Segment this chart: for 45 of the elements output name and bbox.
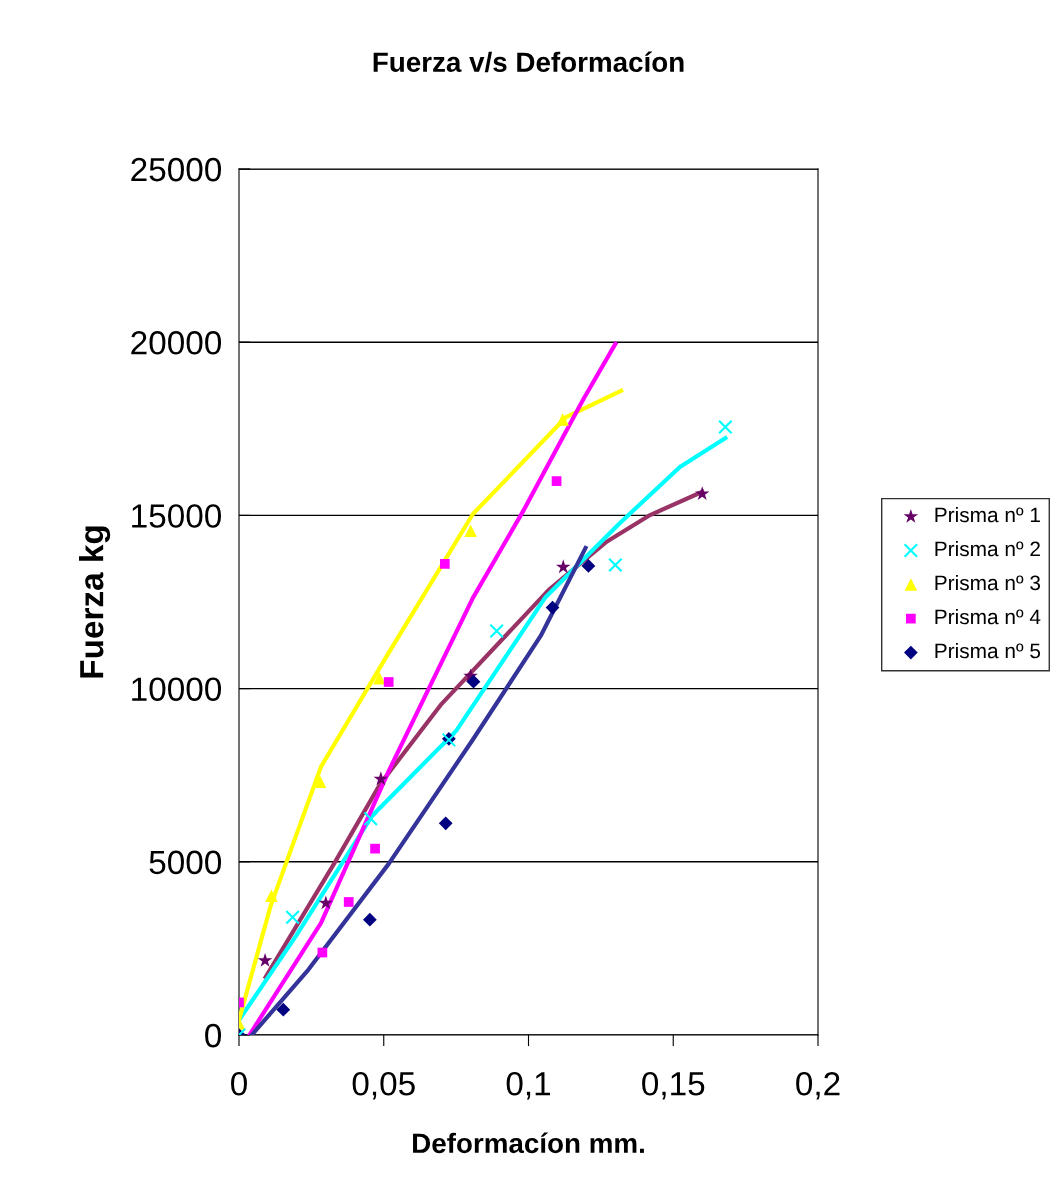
point [313,775,327,789]
point [343,897,354,907]
y-tick-label: 15000 [132,504,222,528]
point [318,895,334,910]
point [556,413,569,426]
y-tick-label: 25000 [131,157,222,182]
point [608,557,623,573]
point [285,909,300,925]
y-tick-label: 0 [205,1023,222,1048]
point [489,623,504,639]
point [257,952,273,967]
point [466,674,481,689]
point [373,671,386,685]
point [276,1002,291,1017]
point [581,559,596,573]
x-tick-label: 0,15 [642,1071,705,1100]
legend-label: Prisma nº 1 [935,506,1040,523]
x-tick-label: 0,05 [352,1071,415,1100]
point [718,419,733,435]
point [373,771,389,786]
chart-title: Fuerza v/s Deformacíon [373,51,684,73]
y-tick-label: 10000 [132,677,222,702]
point [383,677,394,687]
legend-label: Prisma nº 5 [935,642,1041,659]
x-tick-label: 0 [231,1071,247,1096]
point [439,559,450,569]
legend-label: Prisma nº 3 [935,574,1041,591]
y-axis-title: Fuerza kg [78,526,111,678]
y-tick-label: 20000 [131,331,222,355]
point [438,816,453,831]
x-axis-title: Deformacíon mm. [413,1132,644,1154]
point [265,889,278,902]
x-tick-label: 0,1 [506,1071,551,1100]
legend-label: Prisma nº 2 [935,540,1040,557]
point [362,912,377,927]
point [363,811,379,827]
point [464,524,477,537]
legend-label: Prisma nº 4 [935,608,1041,625]
point [694,486,710,501]
point [370,843,380,854]
line-series [249,545,588,1035]
point [551,476,562,486]
y-tick-label: 5000 [149,850,222,875]
point [555,559,571,574]
x-tick-label: 0,2 [796,1071,840,1100]
